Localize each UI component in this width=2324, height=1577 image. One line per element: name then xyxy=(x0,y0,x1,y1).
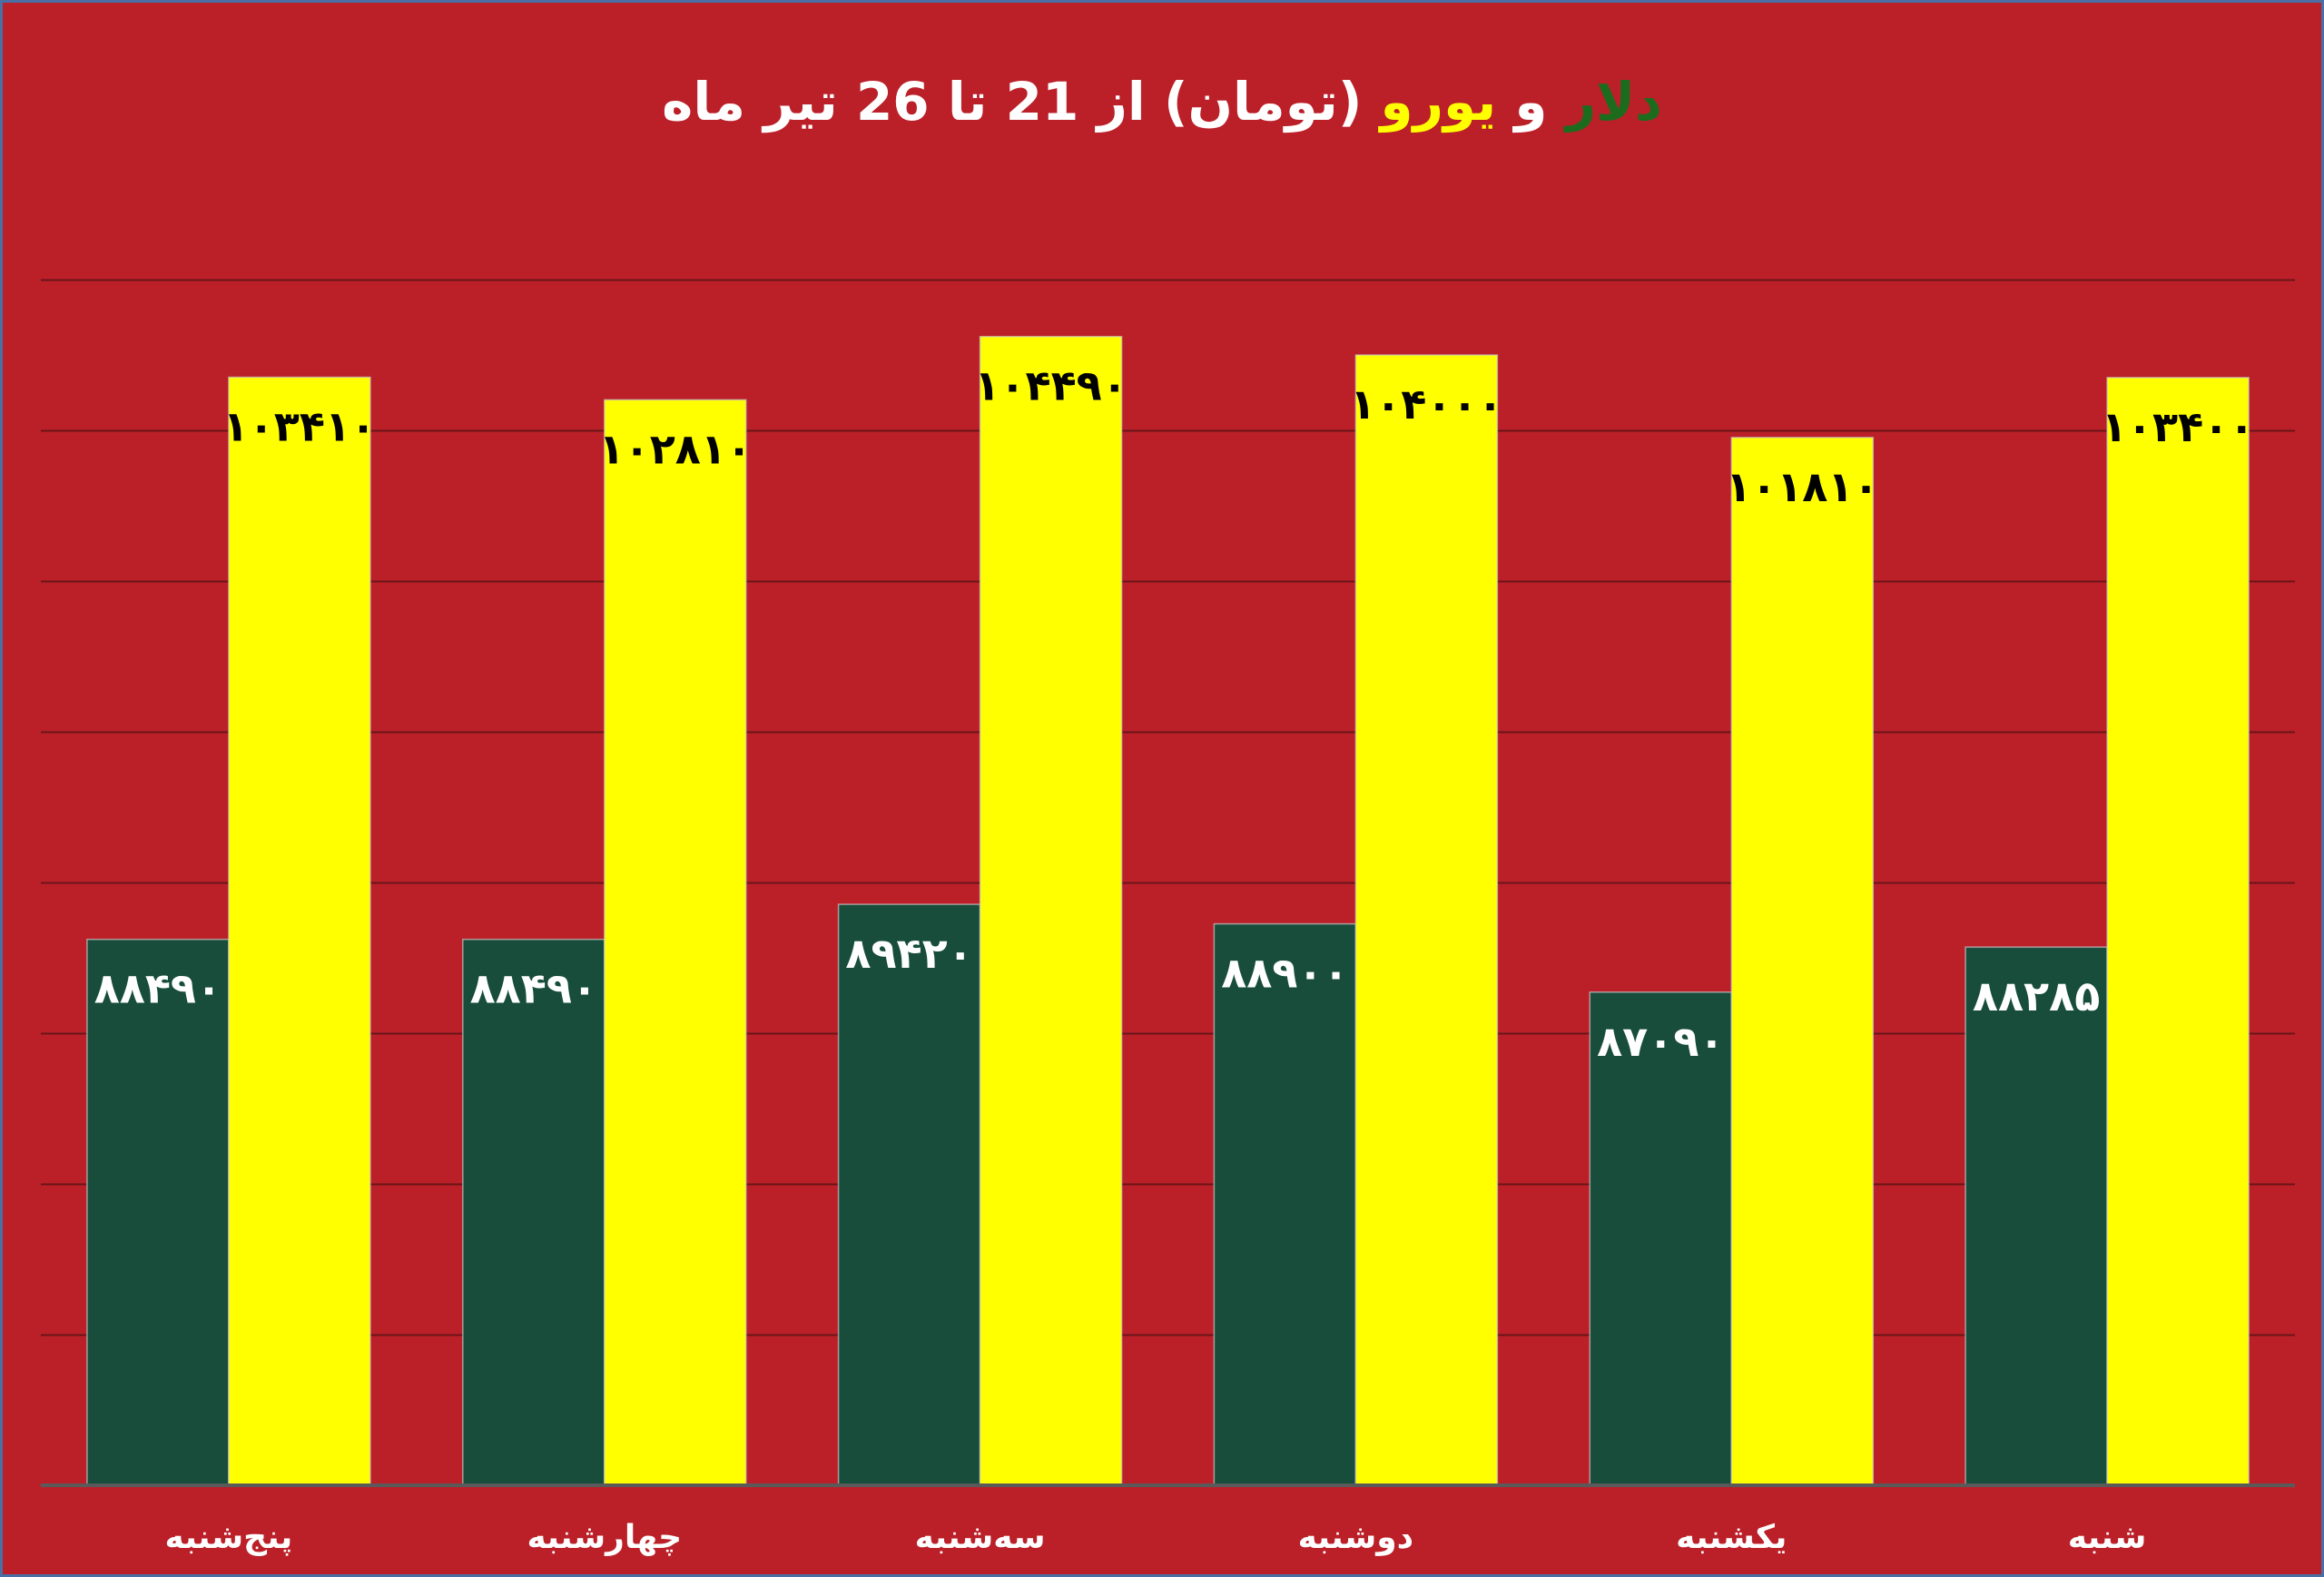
data-labels: ۸۸۲۸۵ ۱۰۳۴۰۰ ۸۷۰۹۰ ۱۰۱۸۱۰ ۸۸۹۰۰ ۱۰۴۰۰۰ ۸۹۴۲۰ ۱۰… xyxy=(94,361,2255,1066)
bar-euro xyxy=(979,335,1123,1486)
data-label-dollar: ۸۸۴۹۰ xyxy=(470,964,597,1013)
x-tick-labels: شنبه یکشنبه دوشنبه سه‌شنبه چهارشنبه پنج‌شنبه xyxy=(165,1519,2147,1556)
data-label-euro: ۱۰۴۰۰۰ xyxy=(1350,379,1502,429)
bar-dollar xyxy=(462,938,606,1486)
x-tick-label: شنبه xyxy=(2068,1519,2147,1556)
data-label-dollar: ۸۹۴۲۰ xyxy=(845,929,972,978)
bar-euro xyxy=(2106,377,2250,1486)
data-label-euro: ۱۰۳۴۰۰ xyxy=(2102,402,2254,451)
gridlines xyxy=(41,279,2295,1336)
bar-dollar xyxy=(1965,946,2108,1486)
x-tick-label: سه‌شنبه xyxy=(915,1519,1046,1556)
x-tick-label: یکشنبه xyxy=(1676,1519,1787,1556)
bar-euro xyxy=(1354,354,1499,1486)
x-tick-label: چهارشنبه xyxy=(527,1519,683,1556)
data-label-euro: ۱۰۱۸۱۰ xyxy=(1726,462,1878,511)
data-label-euro: ۱۰۴۴۹۰ xyxy=(974,361,1127,410)
data-label-dollar: ۸۸۲۸۵ xyxy=(1973,971,2100,1020)
chart-title: دلار و یورو (تومان) از 21 تا 26 تیر ماه xyxy=(662,71,1662,133)
x-tick-label: پنج‌شنبه xyxy=(165,1519,293,1556)
bar-euro xyxy=(1730,437,1875,1486)
data-label-dollar: ۸۸۴۹۰ xyxy=(94,964,222,1013)
bar-dollar xyxy=(1589,991,1733,1486)
bar-dollar xyxy=(837,903,981,1486)
data-label-euro: ۱۰۲۸۱۰ xyxy=(599,424,752,473)
bar-euro xyxy=(228,376,371,1486)
data-label-dollar: ۸۸۹۰۰ xyxy=(1221,949,1348,998)
data-label-dollar: ۸۷۰۹۰ xyxy=(1597,1017,1724,1066)
bar-dollar xyxy=(86,938,230,1486)
data-label-euro: ۱۰۳۴۱۰ xyxy=(223,402,376,451)
bars xyxy=(86,335,2250,1486)
bar-euro xyxy=(604,399,747,1486)
x-tick-label: دوشنبه xyxy=(1298,1519,1413,1556)
bar-dollar xyxy=(1213,922,1357,1486)
